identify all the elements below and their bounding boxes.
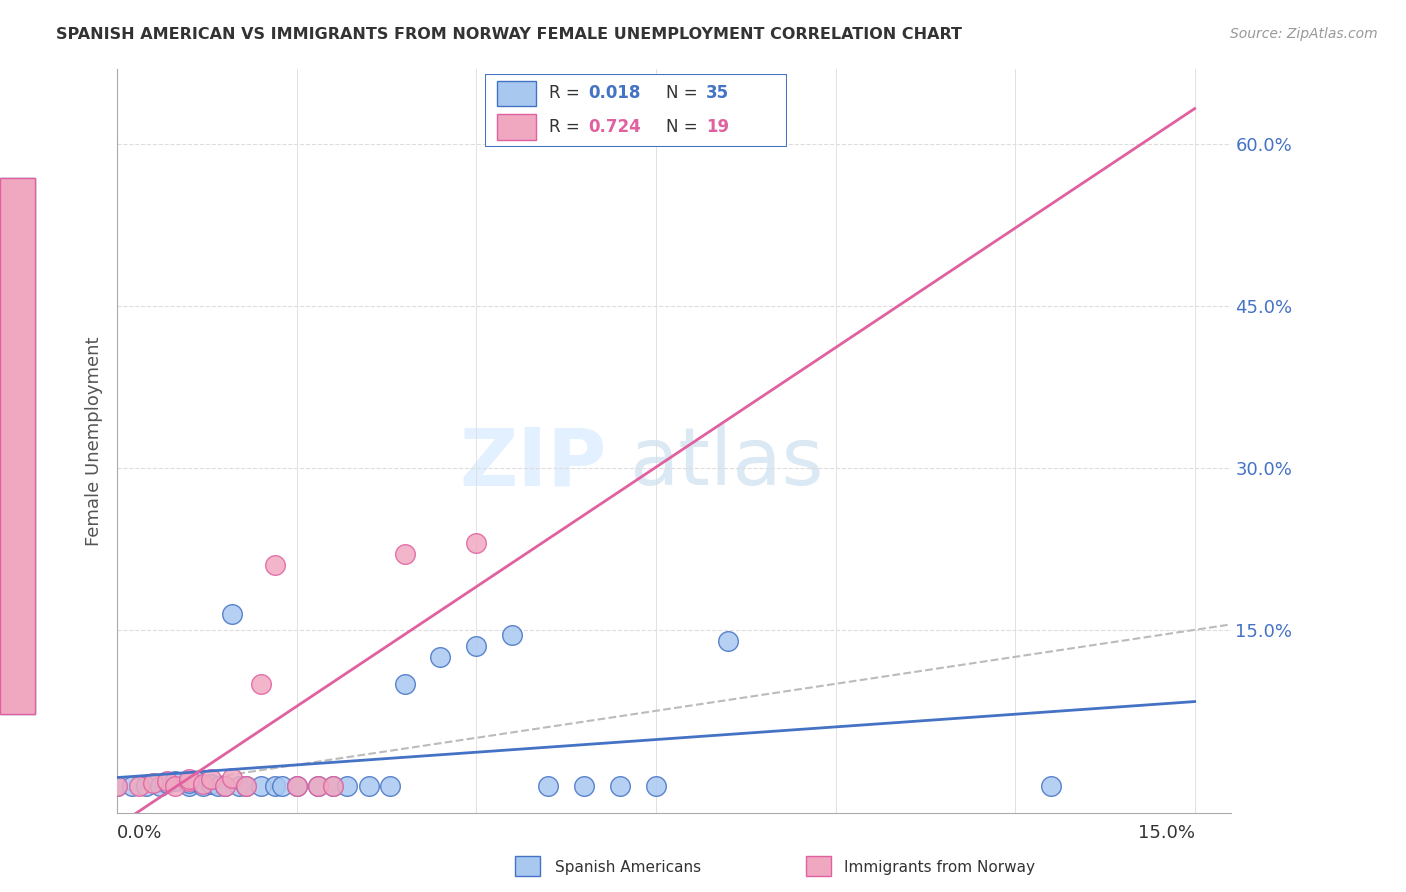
Point: [200, 772, 222, 786]
Point: [307, 780, 329, 794]
Text: 19: 19: [706, 118, 728, 136]
Point: [121, 780, 143, 794]
Point: [105, 780, 128, 794]
Point: [214, 780, 236, 794]
Point: [307, 780, 329, 794]
Point: [378, 780, 401, 794]
Point: [465, 639, 488, 653]
Point: [228, 780, 250, 794]
Text: 0.724: 0.724: [588, 118, 641, 136]
Point: [285, 780, 308, 794]
Point: [264, 780, 287, 794]
Point: [250, 677, 273, 691]
Point: [193, 780, 215, 794]
Point: [271, 780, 294, 794]
Point: [394, 547, 416, 561]
Point: [177, 780, 200, 794]
Point: [357, 780, 380, 794]
Point: [537, 780, 560, 794]
Point: [163, 780, 186, 794]
Text: R =: R =: [548, 84, 585, 102]
Point: [394, 677, 416, 691]
Point: [322, 780, 344, 794]
Text: N =: N =: [666, 84, 703, 102]
FancyBboxPatch shape: [498, 80, 537, 106]
Point: [250, 780, 273, 794]
Point: [193, 777, 215, 791]
Text: 15.0%: 15.0%: [1137, 824, 1195, 842]
Point: [235, 780, 257, 794]
Point: [285, 780, 308, 794]
Point: [156, 776, 179, 790]
Text: ZIP: ZIP: [460, 425, 607, 502]
Point: [322, 780, 344, 794]
Point: [501, 628, 523, 642]
Text: SPANISH AMERICAN VS IMMIGRANTS FROM NORWAY FEMALE UNEMPLOYMENT CORRELATION CHART: SPANISH AMERICAN VS IMMIGRANTS FROM NORW…: [56, 27, 962, 42]
Text: R =: R =: [548, 118, 585, 136]
Point: [177, 776, 200, 790]
Point: [156, 774, 179, 789]
Point: [128, 780, 150, 794]
Point: [609, 780, 631, 794]
Point: [429, 649, 451, 664]
Point: [149, 780, 172, 794]
Text: Source: ZipAtlas.com: Source: ZipAtlas.com: [1230, 27, 1378, 41]
Text: Immigrants from Norway: Immigrants from Norway: [844, 860, 1035, 874]
Point: [135, 780, 157, 794]
Point: [186, 774, 208, 789]
Point: [1040, 780, 1063, 794]
Point: [142, 776, 165, 790]
Point: [105, 780, 128, 794]
FancyBboxPatch shape: [498, 114, 537, 140]
Point: [177, 772, 200, 786]
Point: [200, 777, 222, 791]
Point: [177, 774, 200, 789]
Text: 35: 35: [706, 84, 728, 102]
FancyBboxPatch shape: [485, 74, 787, 147]
Point: [465, 536, 488, 550]
Point: [264, 558, 287, 573]
Point: [235, 780, 257, 794]
Text: atlas: atlas: [630, 425, 824, 502]
Text: Spanish Americans: Spanish Americans: [555, 860, 702, 874]
Point: [336, 780, 359, 794]
Point: [214, 780, 236, 794]
Text: 0.018: 0.018: [588, 84, 640, 102]
Point: [645, 780, 668, 794]
Point: [717, 633, 740, 648]
Y-axis label: Female Unemployment: Female Unemployment: [86, 336, 103, 546]
Point: [221, 607, 243, 621]
Text: 0.0%: 0.0%: [117, 824, 163, 842]
Point: [572, 780, 595, 794]
Text: N =: N =: [666, 118, 703, 136]
Point: [221, 771, 243, 785]
Point: [163, 774, 186, 789]
Point: [207, 780, 229, 794]
